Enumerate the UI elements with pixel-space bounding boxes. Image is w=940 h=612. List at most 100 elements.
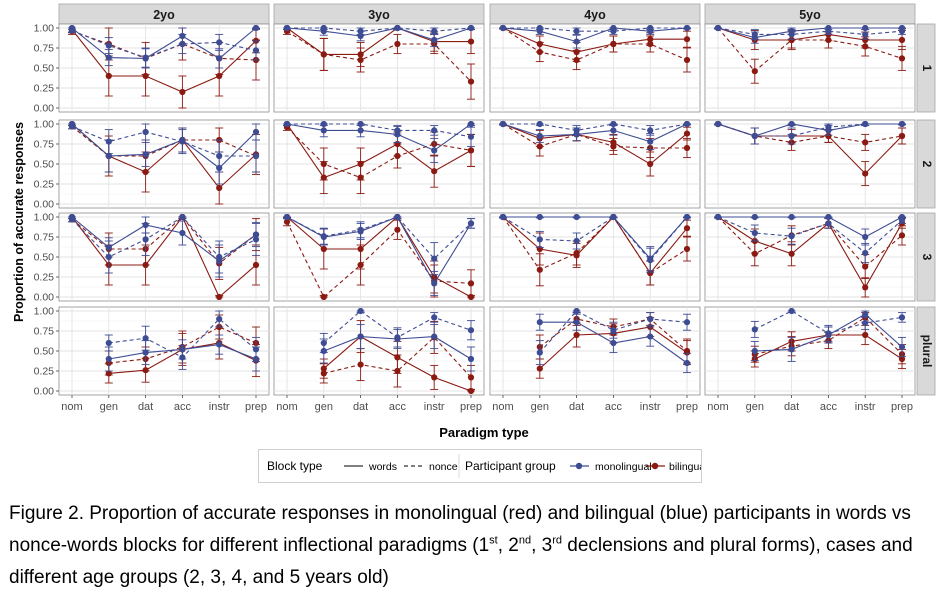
data-point-monolingual [536, 349, 543, 356]
data-point-monolingual [751, 229, 758, 237]
x-tick-label: gen [746, 401, 764, 413]
data-point-bilingual [216, 293, 223, 301]
data-point-monolingual [683, 213, 691, 221]
y-axis-label: Proportion of accurate responses [12, 122, 26, 322]
data-point-bilingual [357, 261, 364, 269]
data-point-monolingual [683, 120, 691, 128]
data-point-monolingual [647, 127, 654, 134]
data-point-monolingual [216, 152, 223, 160]
series-line-monolingual-words [286, 216, 472, 285]
caption-text-3: , 3 [531, 535, 553, 556]
data-point-monolingual [610, 213, 617, 221]
data-point-monolingual [825, 330, 832, 337]
data-point-monolingual [467, 133, 475, 140]
data-point-bilingual [467, 38, 475, 45]
data-point-monolingual [394, 24, 401, 32]
data-point-bilingual [394, 40, 401, 48]
x-tick-label: prep [460, 401, 482, 413]
y-tick-label: 0.00 [34, 103, 55, 115]
data-point-monolingual [573, 38, 580, 45]
data-point-bilingual [647, 269, 654, 277]
data-point-bilingual [862, 331, 869, 339]
data-point-monolingual [216, 39, 223, 46]
data-point-monolingual [573, 28, 580, 35]
caption-sup-2: nd [518, 534, 532, 547]
facet-strip [916, 212, 936, 302]
x-tick-label: instr [424, 401, 445, 413]
series-line-bilingual-nonce [323, 336, 472, 378]
legend-monolingual-swatch [575, 462, 583, 470]
data-point-monolingual [105, 355, 112, 363]
x-tick-label: instr [855, 401, 876, 413]
data-point-bilingual [467, 147, 475, 154]
data-point-monolingual [179, 138, 186, 145]
series-line-bilingual-nonce [502, 123, 687, 149]
data-point-monolingual [683, 319, 691, 326]
data-point-monolingual [647, 257, 654, 264]
x-tick-label: gen [531, 401, 549, 413]
series-line-bilingual-nonce [754, 316, 903, 355]
data-point-bilingual [610, 143, 617, 150]
data-point-monolingual [862, 311, 869, 318]
x-tick-label: nom [61, 401, 82, 413]
y-tick-label: 0.25 [34, 179, 55, 191]
x-tick-label: acc [605, 401, 623, 413]
data-point-monolingual [105, 42, 112, 49]
data-point-monolingual [252, 346, 260, 353]
data-point-monolingual [573, 319, 580, 326]
y-tick-label: 1.00 [34, 119, 55, 131]
data-point-bilingual [862, 170, 869, 177]
facet-col-label: 4yo [584, 8, 606, 22]
series-line-bilingual-nonce [71, 216, 257, 265]
data-point-monolingual [357, 307, 364, 315]
data-point-monolingual [898, 120, 906, 128]
x-tick-label: nom [707, 401, 728, 413]
data-point-monolingual [862, 319, 869, 327]
x-tick-label: dat [138, 401, 153, 413]
series-line-bilingual-nonce [502, 27, 688, 61]
data-point-monolingual [179, 229, 186, 237]
data-point-monolingual [179, 40, 186, 48]
data-point-bilingual [683, 225, 691, 232]
x-tick-label: dat [353, 401, 368, 413]
data-point-monolingual [394, 213, 401, 221]
caption-text-1: Figure 2. Proportion of accurate respons… [9, 503, 911, 556]
series-line-monolingual-nonce [287, 123, 472, 138]
data-point-monolingual [142, 54, 149, 61]
x-tick-label: nom [492, 401, 513, 413]
data-point-bilingual [683, 347, 691, 355]
data-point-monolingual [105, 339, 112, 347]
data-point-monolingual [320, 127, 327, 134]
series-line-bilingual-nonce [539, 318, 688, 352]
legend-block-title: Block type [267, 459, 323, 473]
data-point-bilingual [862, 139, 869, 146]
series-line-monolingual-nonce [503, 27, 687, 32]
data-point-bilingual [788, 36, 795, 44]
data-point-monolingual [751, 31, 758, 38]
data-point-monolingual [751, 132, 758, 140]
legend-bilingual-swatch [651, 462, 659, 470]
series-line-bilingual-nonce [717, 123, 903, 143]
legend-bilingual-label: bilingual [669, 461, 701, 473]
data-point-monolingual [862, 249, 869, 257]
series-line-bilingual-nonce [717, 216, 903, 268]
data-point-monolingual [536, 132, 543, 140]
data-point-monolingual [142, 151, 149, 158]
facet-strip [916, 306, 936, 396]
data-point-monolingual [536, 319, 543, 326]
data-point-monolingual [573, 237, 580, 245]
y-tick-label: 0.00 [34, 386, 55, 398]
legend-words-label: words [368, 461, 397, 473]
data-point-bilingual [357, 361, 364, 368]
data-point-bilingual [573, 331, 580, 339]
data-point-monolingual [788, 307, 795, 315]
data-point-monolingual [610, 127, 617, 134]
data-point-monolingual [283, 24, 291, 32]
y-tick-label: 0.25 [34, 366, 55, 378]
x-tick-label: instr [640, 401, 661, 413]
series-line-monolingual-words [286, 27, 472, 41]
series-line-monolingual-nonce [717, 27, 903, 35]
data-point-monolingual [825, 124, 832, 131]
data-point-monolingual [357, 226, 364, 233]
series-line-bilingual-nonce [717, 27, 903, 72]
